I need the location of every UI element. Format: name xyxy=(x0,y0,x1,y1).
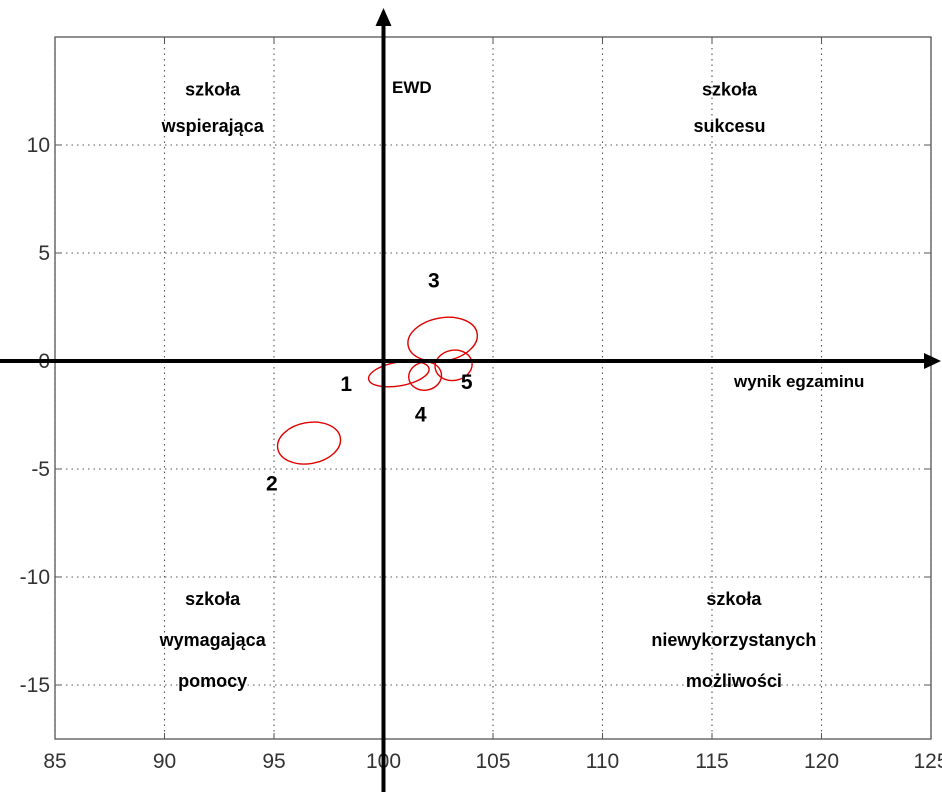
ellipse-label-3: 3 xyxy=(428,270,440,293)
quadrant-label-bottom-right: szkoła xyxy=(706,589,762,609)
quadrant-label-bottom-left: pomocy xyxy=(178,671,247,691)
main-axes xyxy=(0,8,941,792)
ellipse-label-4: 4 xyxy=(415,403,427,426)
quadrant-labels: szkoła wspierająca szkoła sukcesu szkoła wyma… xyxy=(159,79,817,691)
y-tick-label: 5 xyxy=(38,242,50,265)
y-tick-labels: 1050-5-10-15 xyxy=(20,134,931,697)
quadrant-label-bottom-left: szkoła xyxy=(185,589,241,609)
x-axis-label: wynik egzaminu xyxy=(733,372,864,391)
ellipse-label-2: 2 xyxy=(266,473,278,496)
y-axis-arrowhead xyxy=(375,8,392,26)
x-tick-label: 90 xyxy=(153,750,176,773)
x-tick-label: 120 xyxy=(804,750,839,773)
x-axis-arrowhead xyxy=(924,353,941,369)
x-tick-label: 85 xyxy=(43,750,66,773)
ellipse-label-1: 1 xyxy=(340,373,352,396)
quadrant-label-bottom-right: niewykorzystanych xyxy=(651,630,816,650)
quadrant-label-bottom-left: wymagająca xyxy=(159,630,267,650)
y-axis-label: EWD xyxy=(392,78,432,97)
y-tick-label: -15 xyxy=(20,674,50,697)
x-tick-label: 115 xyxy=(695,750,728,773)
quadrant-label-bottom-right: możliwości xyxy=(686,671,782,691)
quadrant-label-top-right: sukcesu xyxy=(693,116,765,136)
y-tick-label: -5 xyxy=(31,458,50,481)
x-tick-label: 125 xyxy=(913,750,942,773)
x-tick-label: 95 xyxy=(262,750,285,773)
quadrant-label-top-left: wspierająca xyxy=(161,116,265,136)
y-tick-label: -10 xyxy=(20,566,50,589)
ellipse-label-5: 5 xyxy=(461,371,473,394)
quadrant-label-top-left: szkoła xyxy=(185,79,241,99)
x-tick-label: 105 xyxy=(475,750,510,773)
x-tick-labels: 859095100105110115120125 xyxy=(43,37,942,773)
x-tick-label: 110 xyxy=(586,750,619,773)
ellipse-2 xyxy=(276,421,342,465)
y-tick-label: 10 xyxy=(27,134,50,157)
quadrant-label-top-right: szkoła xyxy=(702,79,758,99)
ellipse-labels: 1 2 3 4 5 xyxy=(266,270,473,496)
